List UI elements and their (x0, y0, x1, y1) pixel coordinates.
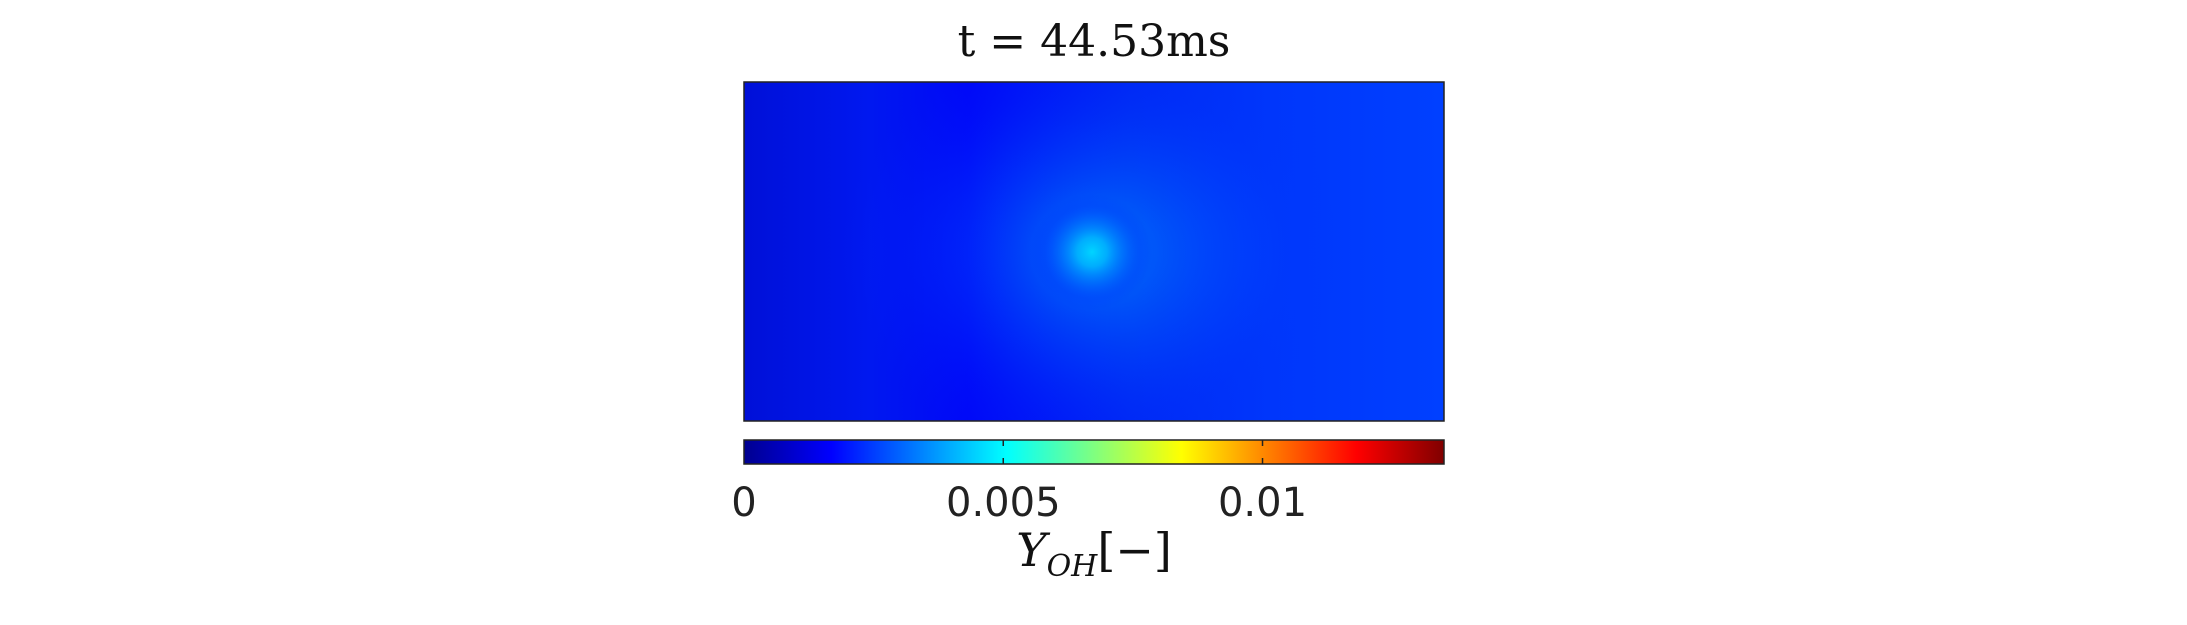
chart-title: t = 44.53ms (958, 16, 1231, 67)
colorbar-label-subscript: OH (1047, 549, 1099, 584)
colorbar-gradient (743, 439, 1445, 465)
colorbar-ticks: 0 0.005 0.01 (731, 440, 1307, 526)
colorbar-tick-label: 0.005 (946, 480, 1061, 526)
colorbar-tick-label: 0 (731, 480, 756, 526)
colorbar: 0 0.005 0.01 (731, 439, 1445, 526)
colorbar-label-unit: [−] (1097, 523, 1171, 577)
colorbar-label-main: Y (1016, 523, 1051, 577)
field-border (743, 81, 1445, 422)
field-peak-spot (1032, 194, 1152, 310)
colorbar-tick-label: 0.01 (1218, 480, 1307, 526)
heatmap-field (744, 82, 1444, 421)
colorbar-label: YOH[−] (1016, 523, 1172, 584)
